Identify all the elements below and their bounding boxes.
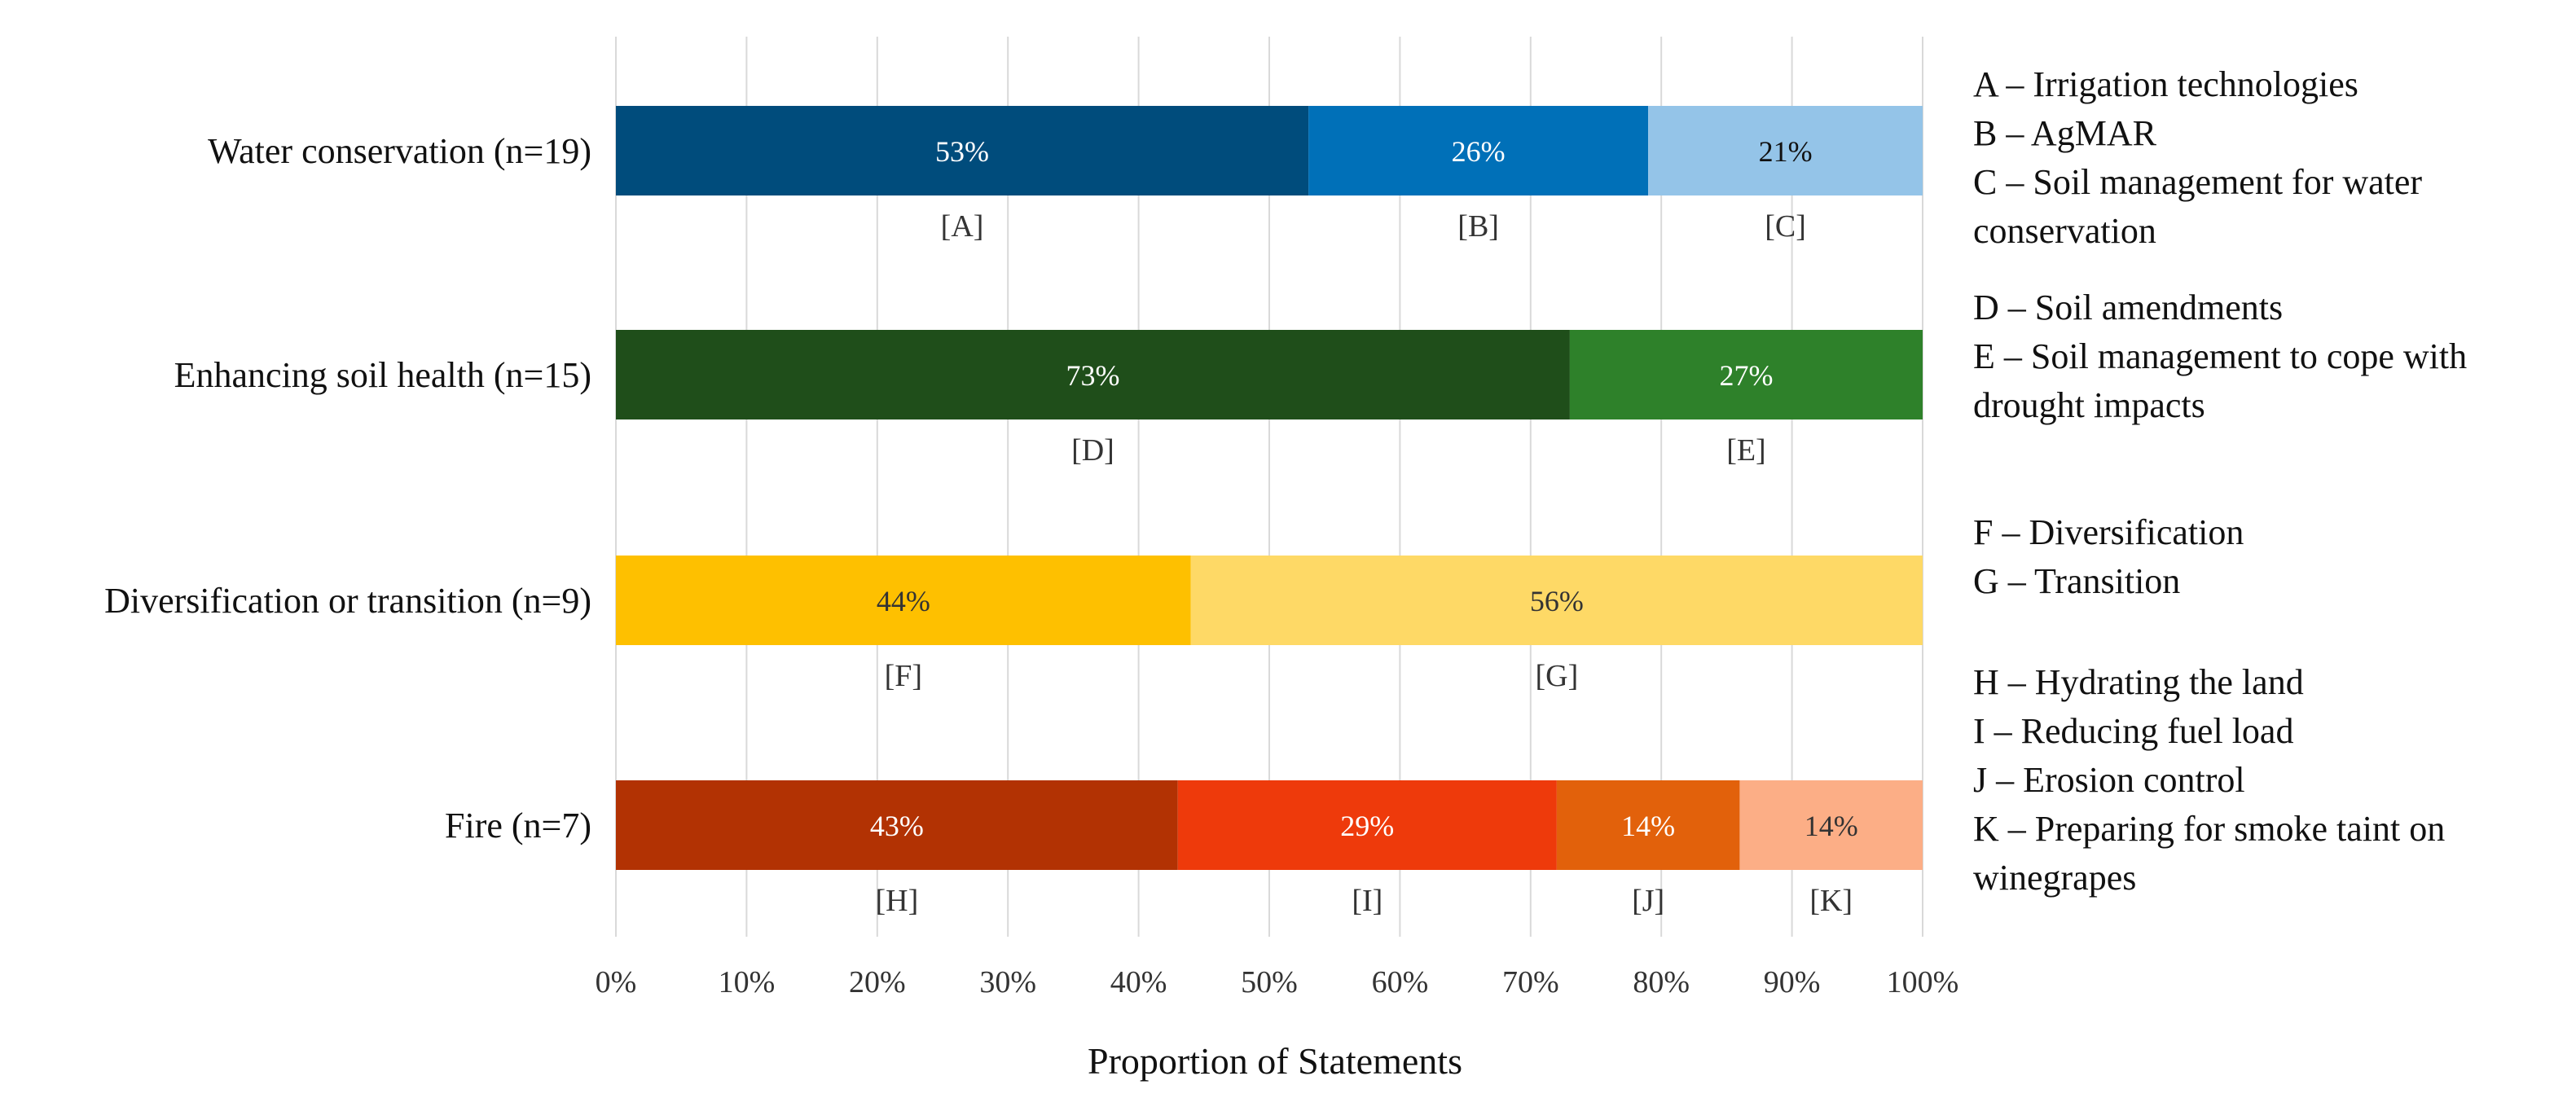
x-tick-label: 70% <box>1502 965 1559 999</box>
x-tick-label: 10% <box>719 965 776 999</box>
bar-segment <box>616 780 1178 870</box>
bar-value-label: 73% <box>1066 359 1119 392</box>
x-tick-label: 20% <box>849 965 906 999</box>
segment-code-label: [D] <box>1071 433 1114 468</box>
legend-entry: C – Soil management for water <box>1973 162 2422 202</box>
segment-code-label: [C] <box>1765 209 1806 244</box>
segment-code-label: [H] <box>875 884 918 918</box>
segment-code-label: [I] <box>1352 884 1383 918</box>
category-labels: Water conservation (n=19) Enhancing soil … <box>104 131 591 845</box>
bar-value-label: 14% <box>1621 810 1675 842</box>
x-tick-label: 40% <box>1110 965 1167 999</box>
category-label: Enhancing soil health (n=15) <box>174 355 591 395</box>
x-tick-label: 50% <box>1241 965 1298 999</box>
category-label: Fire (n=7) <box>445 806 591 845</box>
x-axis-ticks: 0% 10% 20% 30% 40% 50% 60% 70% 80% 90% 100% <box>596 965 1959 999</box>
segment-code-label: [E] <box>1726 433 1766 468</box>
bar-segment <box>1308 106 1649 195</box>
legend-entry: conservation <box>1973 211 2156 251</box>
legend-entry: J – Erosion control <box>1973 760 2245 800</box>
bar-value-label: 14% <box>1805 810 1858 842</box>
bar-value-label: 29% <box>1340 810 1394 842</box>
bar-segment <box>1556 780 1740 870</box>
segment-code-label: [G] <box>1535 659 1578 693</box>
legend-entry: winegrapes <box>1973 858 2136 898</box>
x-tick-label: 30% <box>979 965 1036 999</box>
x-tick-label: 100% <box>1887 965 1959 999</box>
legend-entry: K – Preparing for smoke taint on <box>1973 809 2445 849</box>
bar-segment <box>1648 106 1923 195</box>
bar-segment <box>616 330 1570 419</box>
bar-segment <box>1177 780 1557 870</box>
legend-entry: drought impacts <box>1973 385 2205 425</box>
segment-code-label: [A] <box>941 209 984 244</box>
legend-entry: E – Soil management to cope with <box>1973 336 2467 376</box>
bars <box>616 106 1923 870</box>
bar-value-label: 21% <box>1759 135 1813 168</box>
bar-segment <box>1190 556 1923 645</box>
segment-code-label: [F] <box>885 659 922 693</box>
bar-value-label: 44% <box>877 585 930 617</box>
segment-code-label: [J] <box>1632 884 1664 918</box>
legend-entry: I – Reducing fuel load <box>1973 711 2293 751</box>
bar-value-label: 43% <box>870 810 924 842</box>
legend-entry: A – Irrigation technologies <box>1973 64 2358 104</box>
bar-value-label: 26% <box>1452 135 1506 168</box>
category-label: Diversification or transition (n=9) <box>104 581 591 621</box>
legend-entry: G – Transition <box>1973 561 2180 601</box>
legend-entry: F – Diversification <box>1973 512 2244 552</box>
legend: A – Irrigation technologies B – AgMAR C – … <box>1973 64 2467 898</box>
bar-segment <box>616 556 1191 645</box>
legend-entry: D – Soil amendments <box>1973 288 2283 327</box>
x-axis-title: Proportion of Statements <box>1088 1040 1462 1082</box>
bar-labels: 53% [A] 26% [B] 21% [C] 73% [D] 27% [E] 44% [F] 56% [… <box>870 135 1858 918</box>
legend-entry: B – AgMAR <box>1973 113 2157 153</box>
bar-value-label: 27% <box>1719 359 1773 392</box>
bar-value-label: 56% <box>1530 585 1584 617</box>
x-tick-label: 80% <box>1633 965 1690 999</box>
x-tick-label: 90% <box>1764 965 1821 999</box>
bar-segment <box>1569 330 1923 419</box>
bar-segment <box>1739 780 1923 870</box>
bar-value-label: 53% <box>935 135 989 168</box>
segment-code-label: [K] <box>1809 884 1853 918</box>
segment-code-label: [B] <box>1457 209 1499 244</box>
legend-entry: H – Hydrating the land <box>1973 662 2304 702</box>
x-tick-label: 60% <box>1372 965 1429 999</box>
category-label: Water conservation (n=19) <box>208 131 591 171</box>
x-tick-label: 0% <box>596 965 637 999</box>
bar-segment <box>616 106 1309 195</box>
